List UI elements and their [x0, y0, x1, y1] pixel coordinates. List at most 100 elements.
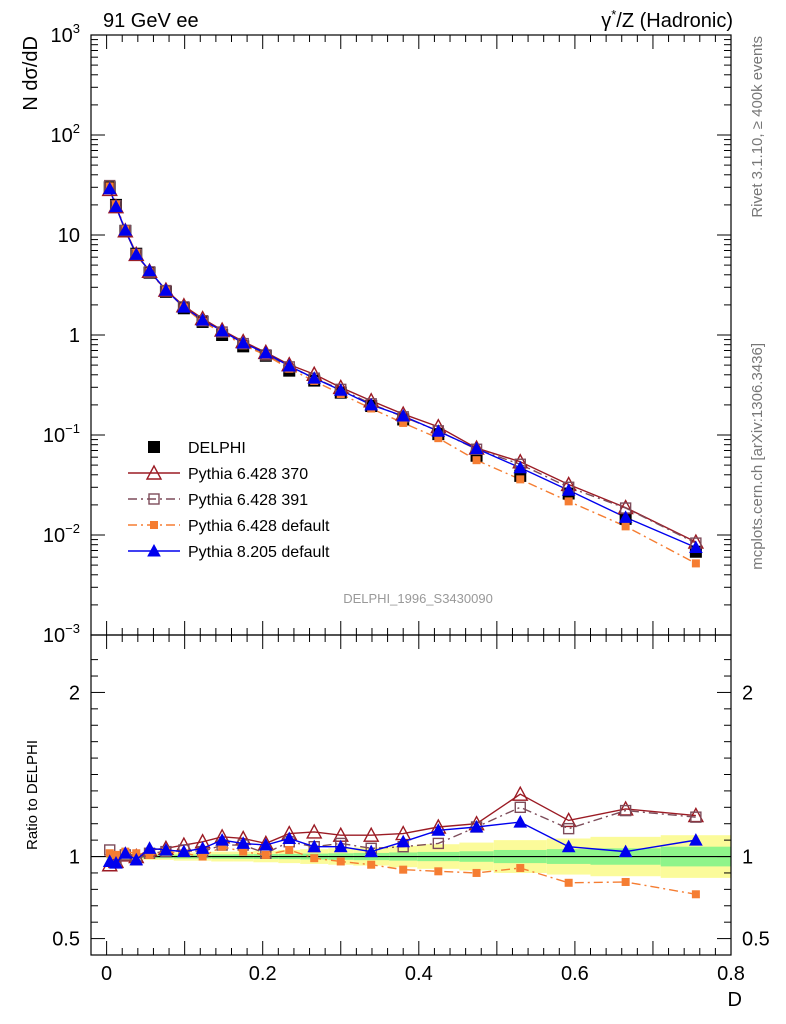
legend: DELPHI Pythia 6.428 370 Pythia 6.428 391 Py… [128, 440, 330, 561]
main-y-tick-label: 102 [51, 121, 80, 147]
ratio-data-point [472, 868, 481, 877]
main-data-point [396, 408, 411, 422]
ratio-data-point [285, 845, 294, 854]
ratio-series-line [109, 821, 696, 864]
main-y-tick-label: 10−3 [43, 621, 80, 647]
ratio-data-point [469, 819, 484, 833]
ratio-data-point [561, 839, 576, 853]
ratio-data-point [514, 801, 526, 814]
ratio-y-tick-label-left: 2 [69, 682, 80, 704]
main-y-tick-label: 1 [69, 325, 80, 347]
x-tick-label: 0.4 [405, 963, 433, 985]
x-tick-label: 0 [101, 963, 112, 985]
ratio-series-line [109, 806, 696, 861]
main-data-point [434, 434, 443, 443]
ratio-data-point [689, 833, 703, 846]
ratio-y-tick-label-right: 2 [742, 682, 753, 704]
analysis-watermark: DELPHI_1996_S3430090 [343, 591, 493, 606]
main-data-point [564, 497, 573, 506]
main-data-point [469, 441, 484, 455]
legend-label: Pythia 8.205 default [188, 544, 330, 561]
main-data-point [118, 223, 133, 236]
ratio-data-point [105, 849, 114, 858]
x-tick-label: 0.6 [561, 963, 589, 985]
ratio-data-point [396, 834, 411, 848]
main-series-group [101, 179, 705, 568]
main-y-tick-label: 103 [51, 21, 80, 47]
main-data-point [159, 283, 173, 296]
ratio-data-point [307, 839, 322, 853]
ratio-data-point [159, 842, 173, 856]
ratio-data-point [336, 857, 345, 866]
legend-label: Pythia 6.428 370 [188, 466, 308, 483]
main-y-tick-label: 10−1 [43, 421, 80, 447]
ratio-data-point [198, 852, 207, 861]
main-data-point [102, 181, 117, 195]
ratio-data-point [513, 815, 528, 828]
main-data-point [236, 336, 251, 349]
main-data-point [516, 475, 525, 484]
main-data-point [399, 418, 408, 427]
ratio-data-point [215, 833, 229, 846]
ratio-data-point [399, 865, 408, 874]
legend-label: DELPHI [188, 440, 246, 457]
main-data-point [129, 247, 144, 260]
axis-tick-labels: 10−3 10−2 10−1 1 10 102 103 0 0.2 0.4 0.6 0.8 0.5 0.5… [43, 21, 770, 985]
header-left-label: 91 GeV ee [103, 10, 199, 32]
ratio-data-point [282, 831, 297, 844]
ratio-data-point [363, 826, 380, 842]
ratio-data-point [512, 785, 529, 801]
ratio-data-point [306, 823, 323, 839]
ratio-data-point [111, 850, 120, 859]
main-data-point [282, 358, 297, 372]
ratio-data-point [432, 837, 445, 850]
ratio-data-point [118, 846, 133, 859]
ratio-y-tick-label-right: 0.5 [742, 929, 770, 951]
x-axis-label: D [728, 989, 742, 1011]
ratio-data-point [142, 841, 157, 854]
ratio-data-point [333, 839, 348, 853]
ratio-data-point [239, 847, 248, 856]
legend-marker [147, 543, 161, 557]
ratio-data-point [621, 877, 630, 886]
ratio-series-line [109, 845, 696, 895]
main-y-tick-label: 10−2 [43, 521, 80, 547]
main-data-point [177, 300, 191, 313]
main-data-point [689, 540, 703, 553]
ratio-data-point [619, 804, 632, 817]
legend-marker [148, 441, 160, 453]
legend-marker [148, 493, 160, 505]
main-data-point [431, 424, 446, 437]
legend-marker [150, 521, 158, 529]
main-series-line [109, 188, 697, 549]
ratio-series-group [101, 785, 705, 899]
ratio-data-point [434, 867, 443, 876]
main-data-point [691, 559, 700, 568]
legend-label: Pythia 6.428 391 [188, 492, 308, 509]
main-data-point [258, 346, 273, 359]
main-data-point [195, 313, 210, 326]
main-data-point [307, 371, 322, 384]
ratio-data-point [310, 854, 319, 863]
main-y-tick-label: 10 [58, 225, 80, 247]
ratio-data-point [690, 811, 702, 823]
x-tick-label: 0.8 [717, 963, 745, 985]
ratio-plot-frame [90, 634, 732, 956]
ratio-data-point [145, 850, 154, 859]
main-data-point [142, 263, 157, 277]
ratio-data-point [258, 838, 273, 851]
main-data-point [561, 483, 576, 496]
ratio-y-tick-label-right: 1 [742, 847, 753, 869]
main-data-point [364, 397, 379, 411]
ratio-data-point [261, 850, 270, 859]
main-data-point [472, 456, 481, 465]
ratio-data-point [218, 842, 227, 851]
ratio-data-point [691, 890, 700, 899]
main-data-point [621, 522, 630, 531]
main-data-point [215, 323, 229, 337]
mcplots-label: mcplots.cern.ch [arXiv:1306.3436] [749, 343, 766, 570]
main-data-point [109, 199, 123, 213]
ratio-data-point [618, 844, 633, 858]
ratio-data-point [177, 844, 191, 858]
